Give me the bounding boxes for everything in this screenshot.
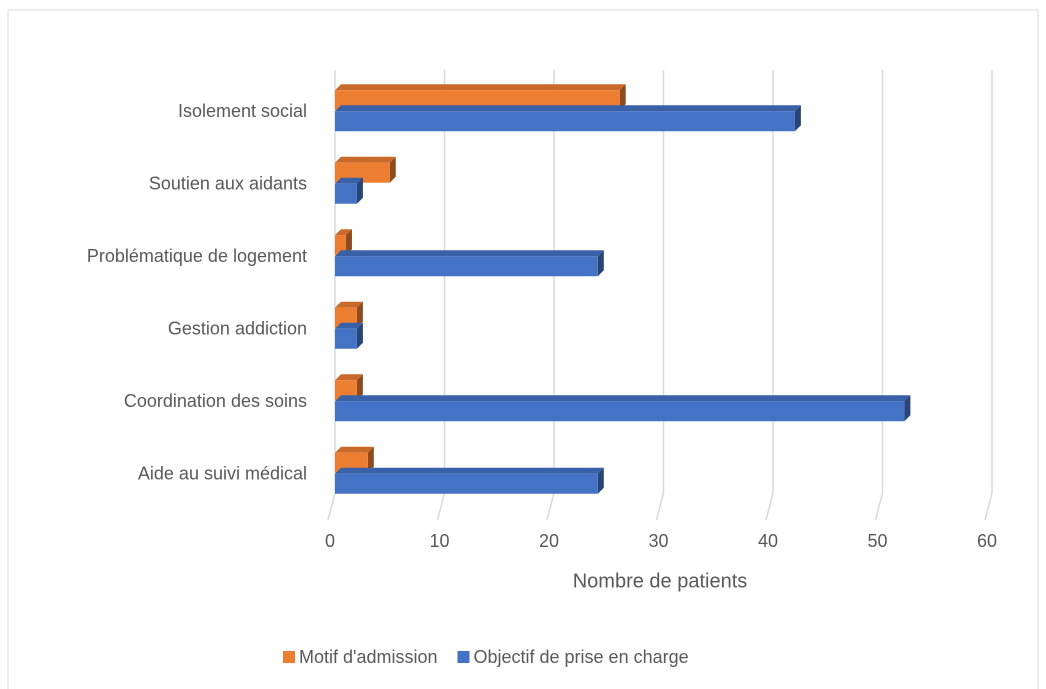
y-tick-label: Aide au suivi médical: [138, 464, 307, 484]
x-tick-label: 20: [539, 531, 559, 551]
x-tick-label: 40: [758, 531, 778, 551]
x-tick-label: 60: [977, 531, 997, 551]
bar: [335, 235, 346, 256]
x-tick-label: 10: [429, 531, 449, 551]
y-tick-label: Coordination des soins: [124, 391, 307, 411]
bar-side: [597, 250, 604, 277]
bar: [335, 328, 357, 349]
bar: [335, 473, 598, 494]
bar-top: [335, 229, 352, 236]
bar-top: [335, 177, 363, 184]
grid-line: [655, 70, 665, 521]
y-tick-label: Soutien aux aidants: [149, 174, 307, 194]
bar-top: [335, 250, 604, 257]
x-tick-label: 30: [648, 531, 668, 551]
bar-side: [356, 301, 363, 328]
x-tick-label: 0: [325, 531, 335, 551]
bar-side: [619, 84, 626, 111]
legend-swatch: [457, 651, 470, 663]
bar-side: [904, 395, 911, 422]
y-tick-label: Problématique de logement: [87, 246, 307, 266]
grid-line: [765, 70, 774, 521]
bar-side: [345, 229, 352, 256]
legend-label: Motif d'admission: [299, 647, 438, 667]
bar: [335, 256, 598, 277]
bar-top: [335, 467, 604, 474]
bar-top: [335, 156, 396, 163]
bar-side: [356, 177, 363, 204]
legend-swatch: [283, 651, 295, 663]
grid-line: [984, 70, 993, 521]
x-axis-title: Nombre de patients: [573, 570, 748, 592]
grid-line: [874, 70, 884, 521]
y-tick-label: Isolement social: [178, 101, 307, 121]
bar-side: [597, 467, 604, 494]
bar-top: [335, 446, 374, 453]
bar-top: [335, 322, 363, 329]
x-tick-label: 50: [867, 531, 887, 551]
bar-top: [335, 395, 911, 402]
legend-label: Objectif de prise en charge: [474, 647, 689, 667]
bar: [335, 111, 795, 132]
bar: [335, 183, 357, 204]
bar-side: [356, 374, 363, 401]
y-tick-label: Gestion addiction: [168, 319, 307, 339]
bar-top: [335, 105, 801, 112]
bar-top: [335, 84, 626, 91]
bar: [335, 401, 905, 422]
bar-side: [794, 105, 801, 132]
bar-side: [356, 322, 363, 349]
bar-side: [367, 446, 374, 473]
bar-side: [389, 156, 396, 183]
bar-top: [335, 374, 363, 381]
bar-top: [335, 301, 363, 308]
